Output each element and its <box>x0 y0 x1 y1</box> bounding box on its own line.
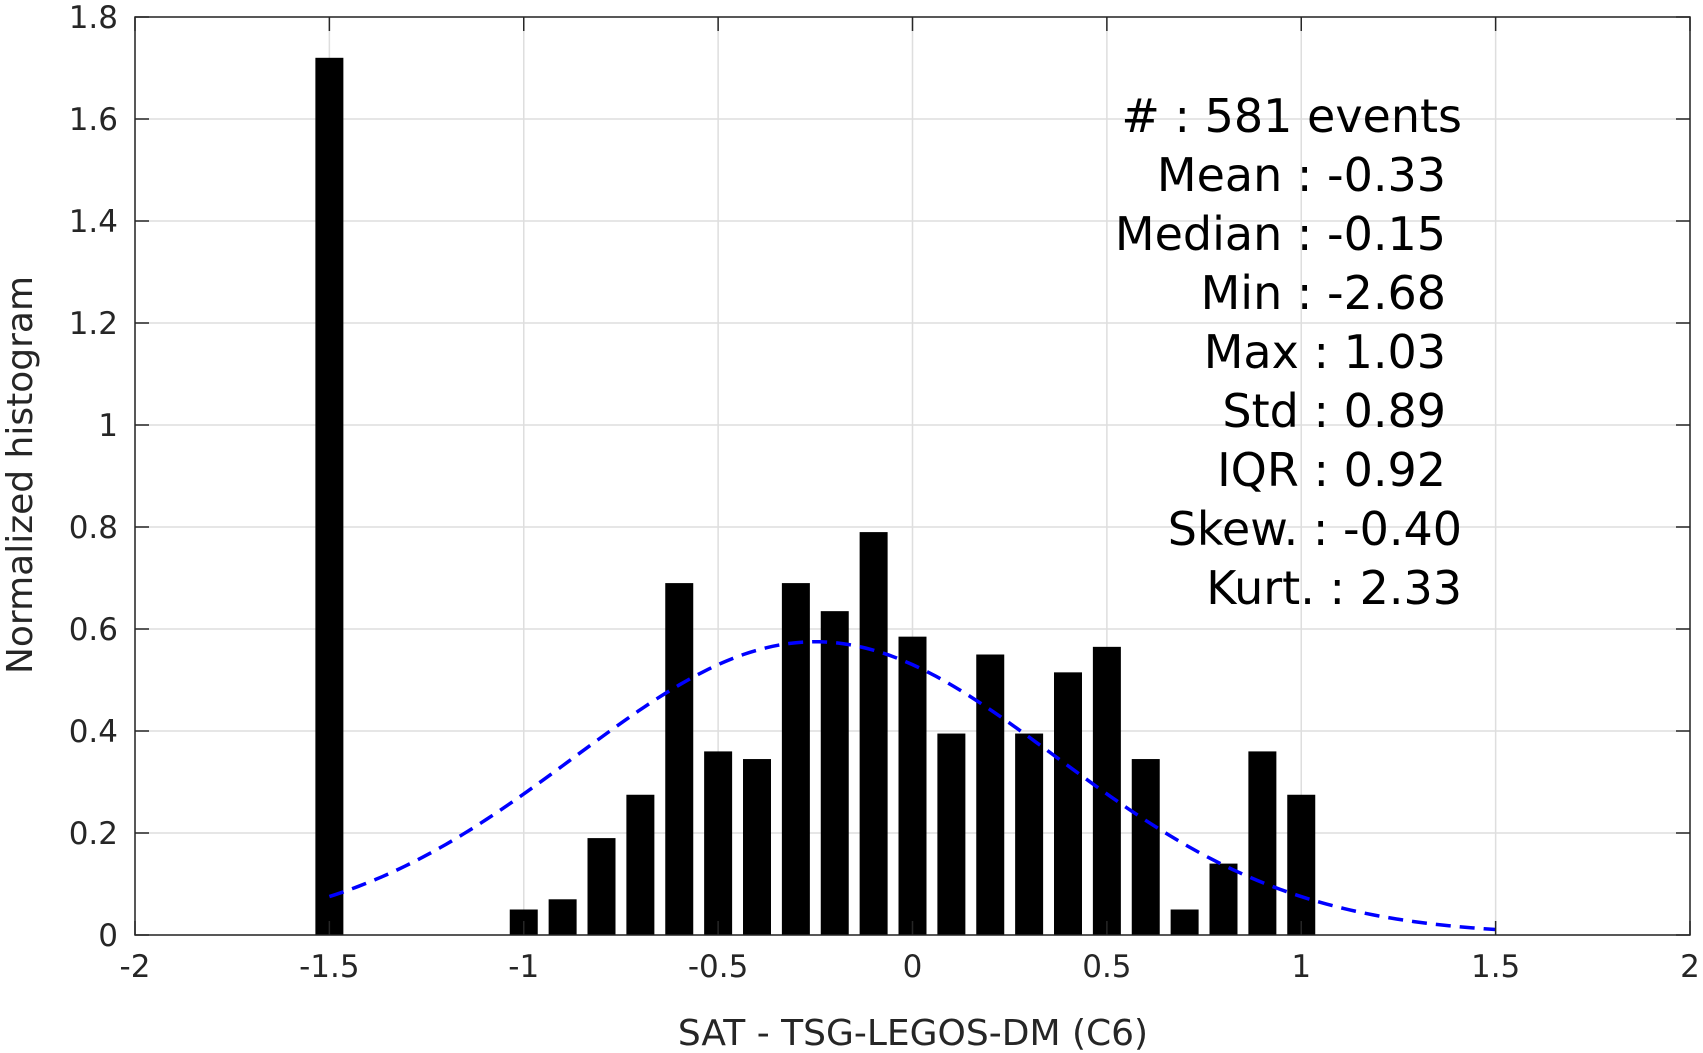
y-tick-label: 0.4 <box>69 714 118 750</box>
histogram-bar <box>1092 646 1121 935</box>
y-tick-labels: 0 0.2 0.4 0.6 0.8 1 1.2 1.4 1.6 1.8 <box>69 0 118 954</box>
histogram-bar <box>937 733 966 935</box>
y-tick-label: 1 <box>98 408 118 444</box>
stat-line: Skew. : -0.40 <box>1168 502 1462 556</box>
stat-line: Median : -0.15 <box>1115 207 1446 261</box>
stat-line: Min : -2.68 <box>1201 266 1446 320</box>
histogram-bar <box>976 654 1005 935</box>
x-tick-label: 1 <box>1291 949 1311 985</box>
histogram-bar <box>315 57 344 936</box>
histogram-bar <box>743 759 771 935</box>
stat-line: Std : 0.89 <box>1222 384 1446 438</box>
fit-curve <box>328 640 1496 932</box>
histogram-bar <box>1131 759 1160 935</box>
histogram-bars <box>315 57 1316 936</box>
histogram-bar <box>1170 909 1199 935</box>
y-tick-label: 0.2 <box>69 816 118 852</box>
axes-frame <box>134 16 1691 936</box>
stat-line: Kurt. : 2.33 <box>1206 561 1462 615</box>
histogram-bar <box>587 838 616 935</box>
histogram-bar <box>665 583 694 935</box>
y-tick-label: 0.8 <box>69 510 118 546</box>
x-tick-label: 0.5 <box>1082 949 1131 985</box>
histogram-bar <box>1248 751 1277 935</box>
stat-line: IQR : 0.92 <box>1217 443 1446 497</box>
x-tick-labels: -2 -1.5 -1 -0.5 0 0.5 1 1.5 2 <box>120 949 1700 985</box>
y-tick-label: 1.6 <box>69 102 118 138</box>
x-tick-label: -1.5 <box>299 949 360 985</box>
histogram-bar <box>704 751 733 935</box>
y-tick-label: 1.4 <box>69 204 118 240</box>
x-tick-label: 2 <box>1680 949 1700 985</box>
histogram-bar <box>548 899 577 935</box>
histogram-bar <box>1287 794 1316 935</box>
x-axis-label: SAT - TSG-LEGOS-DM (C6) <box>678 1013 1148 1053</box>
histogram-bar <box>1209 863 1238 935</box>
stat-line: Mean : -0.33 <box>1157 148 1446 202</box>
stat-line: Max : 1.03 <box>1204 325 1446 379</box>
histogram-bar <box>898 636 927 935</box>
stat-line: # : 581 events <box>1121 89 1462 143</box>
x-tick-label: -2 <box>120 949 151 985</box>
x-tick-label: 0 <box>903 949 923 985</box>
x-tick-label: 1.5 <box>1471 949 1520 985</box>
y-tick-label: 0 <box>98 918 118 954</box>
histogram-bar <box>1015 733 1044 935</box>
histogram-bar <box>820 611 849 935</box>
x-tick-label: -0.5 <box>688 949 749 985</box>
y-tick-label: 0.6 <box>69 612 118 648</box>
grid-lines <box>134 16 1691 936</box>
histogram-bar <box>781 583 810 935</box>
y-axis-label: Normalized histogram <box>0 276 41 674</box>
y-tick-label: 1.8 <box>69 0 118 36</box>
histogram-bar <box>859 532 888 935</box>
histogram-bar <box>1054 672 1082 935</box>
plot-frame <box>134 16 1691 936</box>
x-tick-label: -1 <box>508 949 539 985</box>
y-tick-label: 1.2 <box>69 306 118 342</box>
histogram-bar <box>626 794 655 935</box>
